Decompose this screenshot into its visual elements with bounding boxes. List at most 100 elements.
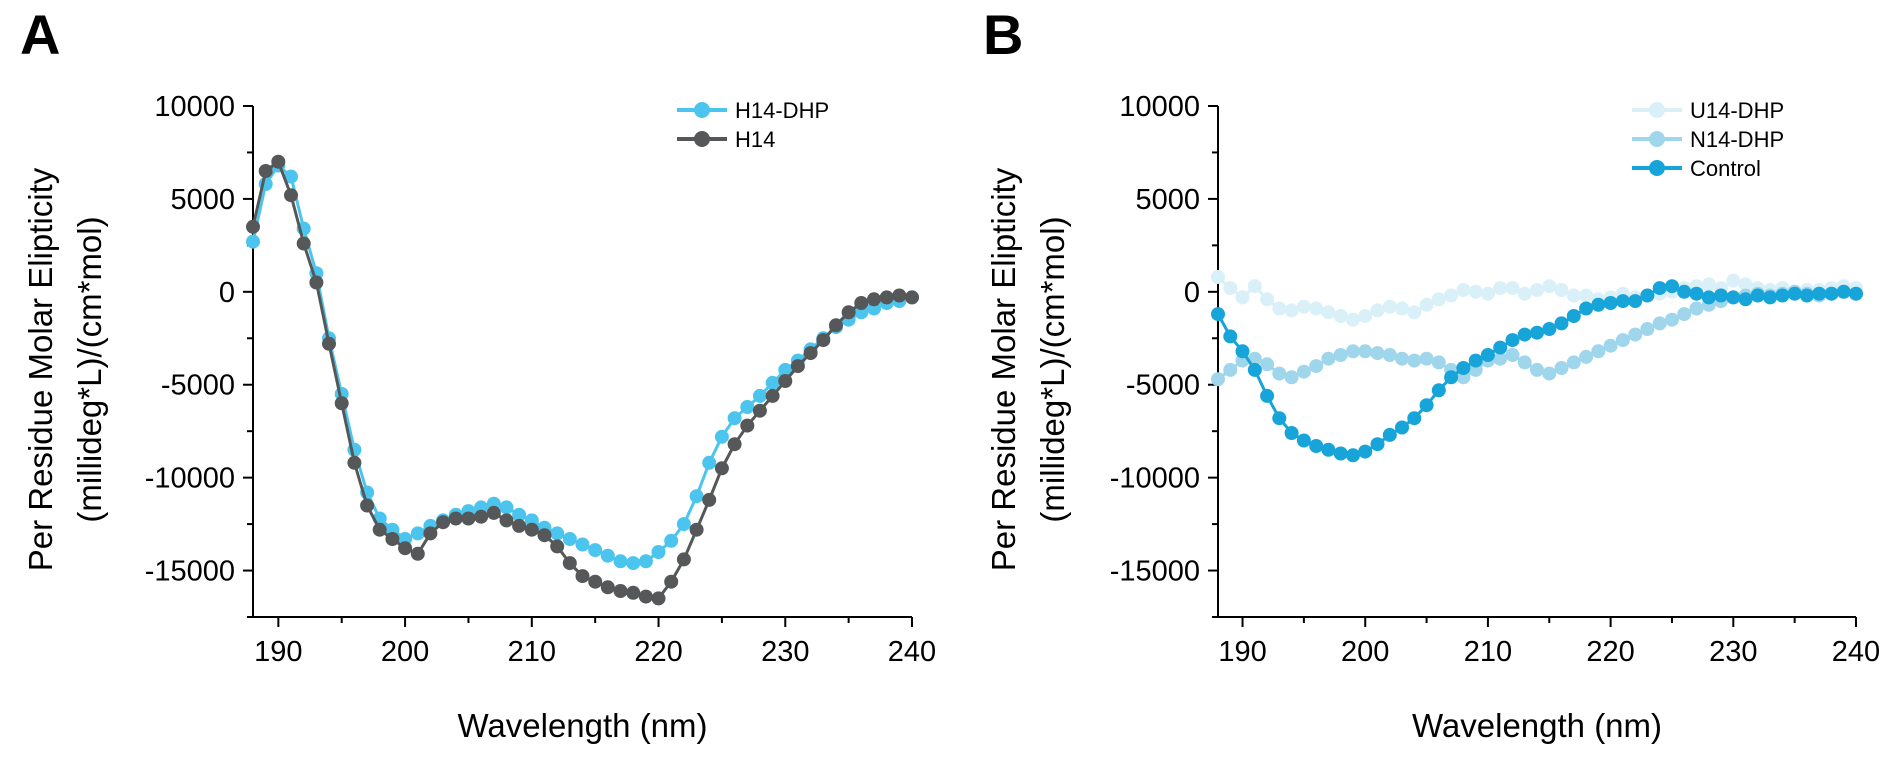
chart-panel-a: 10000 5000 0 -5000 -10000 -15000 190 200 210 220 2…	[22, 91, 936, 744]
data-point	[246, 234, 260, 249]
data-point	[1468, 353, 1483, 368]
data-point	[1223, 329, 1238, 344]
data-point	[778, 362, 793, 377]
panel-letter-a: A	[20, 3, 60, 66]
data-point	[638, 589, 653, 604]
legend: U14-DHP N14-DHP Control	[1632, 98, 1784, 181]
data-point	[1530, 283, 1544, 297]
y-tick-label: -15000	[145, 556, 235, 588]
data-point	[1321, 442, 1336, 457]
data-point	[1775, 288, 1790, 303]
y-tick-label: 0	[1184, 277, 1200, 309]
legend-swatch-marker	[1649, 160, 1665, 176]
data-point	[1689, 301, 1704, 316]
data-point	[1235, 344, 1250, 359]
data-point	[1836, 284, 1851, 299]
data-point	[1309, 359, 1324, 374]
data-point	[829, 318, 843, 333]
data-point	[1382, 427, 1397, 442]
data-point	[1211, 307, 1225, 322]
legend-label: Control	[1690, 156, 1761, 181]
data-point	[1321, 351, 1336, 366]
legend-swatch-marker	[1649, 102, 1665, 118]
data-point	[803, 346, 818, 361]
data-point	[1456, 361, 1471, 375]
data-point	[1358, 344, 1373, 359]
data-point	[246, 219, 260, 234]
data-point	[1480, 348, 1495, 362]
data-point	[512, 507, 527, 522]
data-point	[588, 574, 603, 589]
data-point	[1382, 348, 1397, 362]
data-point	[1750, 288, 1765, 303]
data-point	[905, 290, 919, 305]
data-point	[524, 522, 539, 537]
data-point	[1812, 286, 1827, 301]
data-point	[1407, 353, 1422, 368]
data-point	[1726, 290, 1741, 305]
data-point	[727, 411, 742, 426]
data-point	[537, 528, 552, 543]
data-point	[1566, 288, 1581, 303]
data-point	[1260, 292, 1275, 307]
data-point	[1296, 433, 1311, 448]
data-point	[1714, 288, 1728, 303]
x-tick-label: 220	[1586, 636, 1634, 668]
data-point	[1849, 286, 1863, 301]
data-point	[1346, 344, 1360, 359]
data-point	[752, 388, 767, 403]
y-tick-label: -5000	[1126, 370, 1200, 402]
data-point	[1358, 309, 1373, 323]
x-axis-title: Wavelength (nm)	[1412, 707, 1662, 744]
data-point	[1738, 292, 1753, 307]
data-point	[1591, 297, 1606, 312]
series-line	[251, 159, 913, 601]
data-point	[1419, 398, 1434, 413]
data-point	[1542, 279, 1557, 294]
x-tick-label: 240	[1832, 636, 1880, 668]
data-point	[752, 403, 767, 418]
data-point	[1284, 370, 1299, 385]
panel-letter-b: B	[983, 3, 1023, 66]
legend-swatch-marker	[694, 131, 710, 147]
data-point	[1505, 333, 1520, 348]
data-point	[512, 518, 527, 533]
data-point	[676, 517, 691, 532]
data-point	[1272, 301, 1287, 316]
data-point	[461, 511, 476, 526]
y-axis-title-line-1: Per Residue Molar Elipticity	[22, 167, 59, 571]
data-point	[1395, 420, 1409, 435]
data-point	[651, 591, 666, 606]
data-point	[778, 374, 793, 388]
data-point	[372, 522, 387, 537]
data-point	[1603, 338, 1618, 353]
data-point	[1211, 270, 1225, 284]
data-point	[1260, 357, 1275, 372]
data-point	[1223, 281, 1238, 296]
data-point	[347, 455, 362, 470]
data-point	[486, 505, 501, 520]
data-point	[1333, 348, 1348, 362]
data-point	[1333, 309, 1348, 323]
data-point	[1346, 448, 1360, 463]
chart-panel-b: 10000 5000 0 -5000 -10000 -15000 190 200 210 220 2…	[985, 91, 1880, 744]
x-tick-label: 230	[1709, 636, 1757, 668]
data-point	[765, 375, 780, 390]
x-tick-label: 220	[634, 636, 682, 668]
data-point	[1530, 362, 1544, 377]
data-point	[613, 554, 628, 569]
data-point	[499, 513, 514, 528]
data-point	[499, 500, 514, 515]
data-point	[309, 275, 324, 290]
data-point	[1431, 355, 1446, 370]
data-point	[1296, 364, 1311, 379]
data-point	[385, 532, 400, 546]
legend-swatch-marker	[694, 102, 710, 118]
data-point	[1726, 273, 1741, 288]
data-point	[474, 509, 489, 524]
data-point	[1824, 286, 1839, 301]
data-point	[562, 556, 577, 571]
data-point	[1272, 411, 1287, 426]
data-point	[550, 539, 565, 554]
data-point	[588, 543, 603, 558]
